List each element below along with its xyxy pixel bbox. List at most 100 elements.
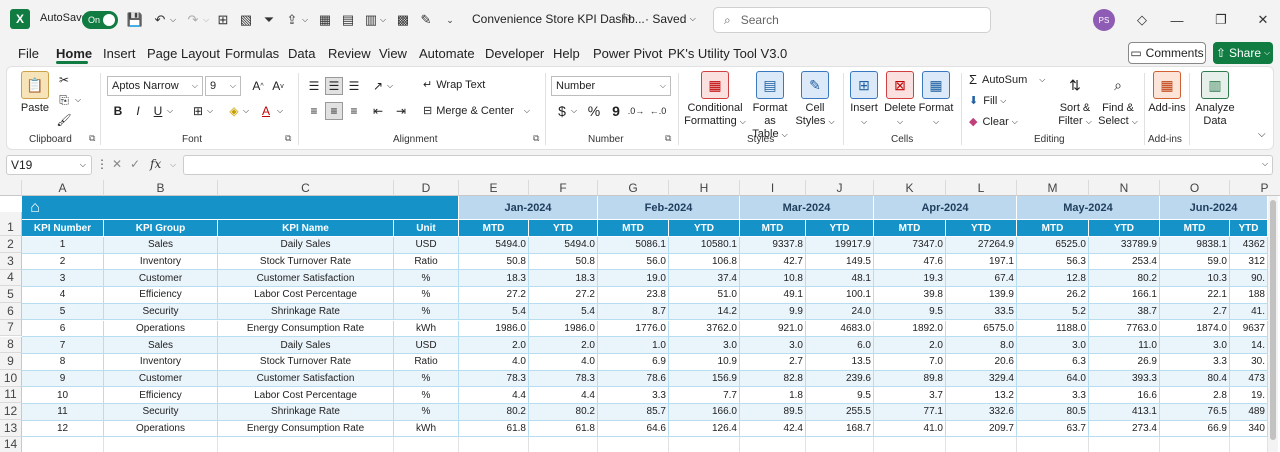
table-cell[interactable]: 13.5 [806, 353, 874, 371]
table-cell[interactable]: 23.8 [598, 287, 669, 304]
vertical-scrollbar-thumb[interactable] [1270, 200, 1276, 440]
table-cell[interactable]: Daily Sales [218, 237, 394, 254]
share-export-dropdown-icon[interactable]: ⌵ [301, 15, 309, 24]
fill-color-icon[interactable]: ◈ [229, 104, 239, 118]
column-header-k[interactable]: K [874, 180, 946, 196]
table-cell[interactable]: 1 [22, 237, 104, 254]
empty-cell[interactable] [1017, 437, 1089, 452]
table-cell[interactable]: 38.7 [1089, 303, 1160, 321]
fill-color-dropdown-icon[interactable]: ⌵ [242, 106, 250, 115]
avatar[interactable]: PS [1093, 9, 1115, 31]
table-cell[interactable]: 239.6 [806, 370, 874, 388]
table-cell[interactable]: 5 [22, 303, 104, 321]
table-cell[interactable]: Shrinkage Rate [218, 404, 394, 421]
table-cell[interactable]: % [394, 270, 459, 288]
comments-button[interactable]: ▭ Comments [1128, 42, 1206, 64]
table-cell[interactable]: 80.2 [459, 404, 529, 421]
table-cell[interactable]: 6575.0 [946, 320, 1017, 338]
table-cell[interactable]: 209.7 [946, 420, 1017, 438]
empty-cell[interactable] [104, 437, 218, 452]
table-cell[interactable]: 20.6 [946, 353, 1017, 371]
column-header-m[interactable]: M [1017, 180, 1089, 196]
column-header-d[interactable]: D [394, 180, 459, 196]
font-color-dropdown-icon[interactable]: ⌵ [276, 106, 284, 115]
increase-indent-icon[interactable]: ⇥ [395, 104, 407, 118]
borders-icon[interactable]: ⊞ [217, 12, 229, 27]
table-cell[interactable]: 19. [1230, 387, 1268, 404]
bold-button[interactable]: B [113, 104, 123, 118]
more-options-icon[interactable]: ⋮ [96, 157, 108, 171]
calculator-dropdown-icon[interactable]: ⌵ [379, 15, 387, 24]
maximize-icon[interactable]: ❐ [1215, 12, 1227, 27]
decrease-decimal-icon[interactable]: ←.0 [649, 106, 667, 116]
column-header-n[interactable]: N [1089, 180, 1160, 196]
table-cell[interactable]: 24.0 [806, 303, 874, 321]
copy-dropdown-icon[interactable]: ⌵ [74, 95, 82, 104]
minimize-icon[interactable]: — [1170, 12, 1184, 28]
table-cell[interactable]: 3.3 [1160, 353, 1230, 371]
table-cell[interactable]: Ratio [394, 353, 459, 371]
table-cell[interactable]: 1986.0 [459, 320, 529, 338]
table-cell[interactable]: 5.2 [1017, 303, 1089, 321]
table-cell[interactable]: Security [104, 303, 218, 321]
table-cell[interactable]: 27264.9 [946, 237, 1017, 254]
column-header-e[interactable]: E [459, 180, 529, 196]
row-header-4[interactable]: 4 [0, 269, 22, 287]
orientation-dropdown-icon[interactable]: ⌵ [386, 81, 394, 90]
table-cell[interactable]: 8 [22, 353, 104, 371]
column-header-h[interactable]: H [669, 180, 740, 196]
table-cell[interactable]: Labor Cost Percentage [218, 387, 394, 404]
table-cell[interactable]: 14. [1230, 337, 1268, 354]
tab-formulas[interactable]: Formulas [225, 46, 280, 61]
name-box[interactable]: V19 ⌵ [6, 155, 92, 175]
table-cell[interactable]: 76.5 [1160, 404, 1230, 421]
table-cell[interactable]: Inventory [104, 253, 218, 271]
row-header-13[interactable]: 13 [0, 420, 22, 437]
table-cell[interactable]: 48.1 [806, 270, 874, 288]
table-cell[interactable]: Efficiency [104, 287, 218, 304]
table-cell[interactable]: Operations [104, 420, 218, 438]
row-header-12[interactable]: 12 [0, 403, 22, 420]
close-icon[interactable]: ✕ [1257, 12, 1269, 27]
table-cell[interactable]: 12 [22, 420, 104, 438]
table-cell[interactable]: 63.7 [1017, 420, 1089, 438]
table-cell[interactable]: 10 [22, 387, 104, 404]
fill-button[interactable]: ⬇ Fill ⌵ [969, 94, 1006, 108]
table-cell[interactable]: 18.3 [459, 270, 529, 288]
table-cell[interactable]: kWh [394, 320, 459, 338]
table-cell[interactable]: 56.3 [1017, 253, 1089, 271]
align-center-icon[interactable]: ≡ [325, 102, 343, 120]
table-cell[interactable]: 27.2 [529, 287, 598, 304]
empty-cell[interactable] [1230, 437, 1268, 452]
align-middle-icon[interactable]: ☰ [325, 77, 343, 95]
empty-cell[interactable] [1089, 437, 1160, 452]
grow-font-icon[interactable]: A ^ [252, 79, 264, 93]
table-cell[interactable]: 19.3 [874, 270, 946, 288]
table-cell[interactable]: 14.2 [669, 303, 740, 321]
table-cell[interactable]: % [394, 404, 459, 421]
clipboard-launcher-icon[interactable]: ⧉ [89, 133, 96, 143]
table-cell[interactable]: 9 [22, 370, 104, 388]
table-cell[interactable]: Ratio [394, 253, 459, 271]
table-cell[interactable]: Customer [104, 370, 218, 388]
table-cell[interactable]: 5494.0 [459, 237, 529, 254]
currency-dropdown-icon[interactable]: ⌵ [570, 106, 578, 115]
borders-dropdown-icon[interactable]: ⌵ [206, 106, 214, 115]
table-cell[interactable]: 340 [1230, 420, 1268, 438]
alignment-launcher-icon[interactable]: ⧉ [533, 133, 540, 143]
table-cell[interactable]: Customer [104, 270, 218, 288]
table-cell[interactable]: 80.4 [1160, 370, 1230, 388]
table-cell[interactable]: 41.0 [874, 420, 946, 438]
table-cell[interactable]: 2 [22, 253, 104, 271]
analyze-data-button[interactable]: ▥ Analyze Data [1193, 71, 1237, 128]
column-header-g[interactable]: G [598, 180, 669, 196]
empty-cell[interactable] [459, 437, 529, 452]
table-cell[interactable]: 6 [22, 320, 104, 338]
empty-cell[interactable] [740, 437, 806, 452]
tab-page-layout[interactable]: Page Layout [147, 46, 221, 61]
table-icon[interactable]: ▦ [318, 12, 332, 27]
orientation-icon[interactable]: ↗ [372, 79, 384, 93]
table-cell[interactable]: 26.9 [1089, 353, 1160, 371]
font-family-select[interactable]: Aptos Narrow ⌵ [107, 76, 203, 96]
